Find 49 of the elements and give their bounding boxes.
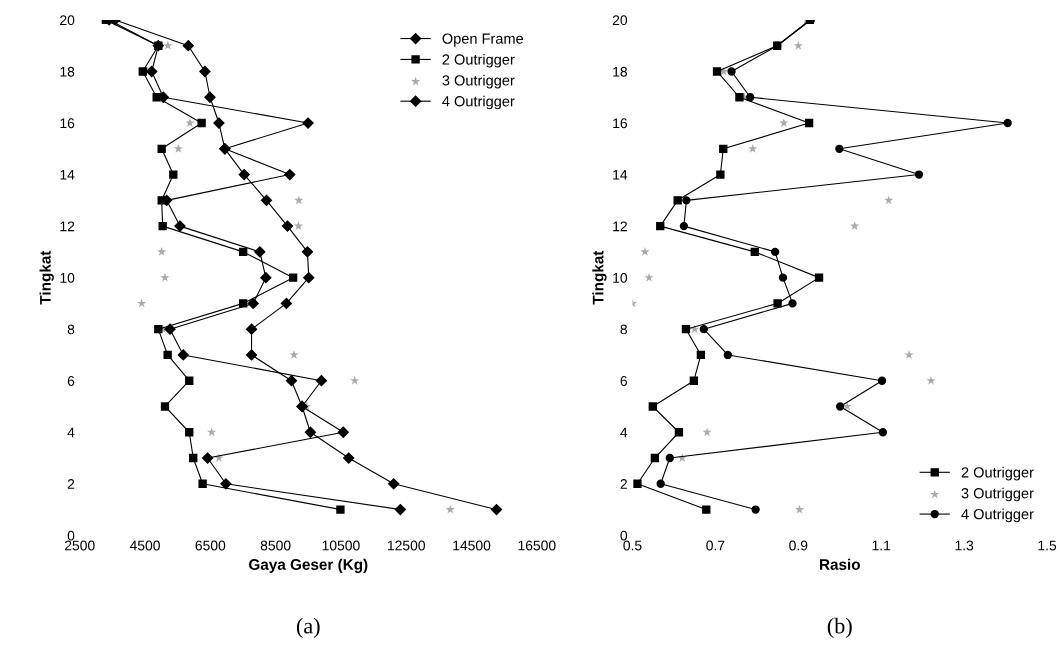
x-tick-label: 0.7 bbox=[706, 540, 725, 551]
y-tick-label: 10 bbox=[60, 272, 75, 283]
x-tick-label: 16500 bbox=[518, 540, 556, 551]
y-axis-title: Tingkat bbox=[39, 250, 54, 305]
x-tick-label: 1.1 bbox=[872, 540, 891, 551]
x-tick-label: 0.9 bbox=[789, 540, 808, 551]
y-tick-label: 4 bbox=[67, 427, 75, 438]
y-tick-label: 12 bbox=[613, 221, 627, 232]
y-tick-label: 16 bbox=[60, 118, 75, 129]
y-tick-label: 4 bbox=[620, 427, 628, 438]
y-tick-label: 10 bbox=[613, 272, 628, 283]
y-tick-label: 0 bbox=[620, 530, 628, 541]
x-tick-label: 2500 bbox=[64, 540, 95, 551]
y-tick-label: 18 bbox=[613, 66, 628, 77]
y-tick-label: 2 bbox=[67, 479, 75, 489]
x-tick-label: 12500 bbox=[387, 540, 425, 551]
x-tick-label: 1.5 bbox=[1038, 540, 1057, 551]
y-tick-label: 14 bbox=[613, 170, 628, 180]
x-tick-label: 1.3 bbox=[955, 540, 974, 551]
x-tick-label: 10500 bbox=[322, 540, 360, 551]
y-tick-label: 8 bbox=[620, 324, 628, 335]
y-tick-label: 12 bbox=[60, 221, 75, 232]
x-tick-label: 6500 bbox=[195, 540, 226, 551]
legend-label: Open Frame bbox=[442, 33, 524, 47]
y-tick-label: 20 bbox=[60, 15, 75, 26]
x-tick-label: 4500 bbox=[129, 540, 160, 551]
y-tick-label: 6 bbox=[620, 376, 628, 386]
text: (a) bbox=[296, 617, 320, 638]
legend-label: 3 Outrigger bbox=[442, 74, 515, 89]
x-tick-label: 14500 bbox=[453, 540, 491, 551]
y-tick-label: 14 bbox=[60, 170, 75, 180]
x-axis-title: Rasio bbox=[819, 558, 860, 570]
y-tick-label: 2 bbox=[620, 479, 627, 489]
y-tick-label: 8 bbox=[67, 324, 75, 335]
legend-label: 4 Outrigger bbox=[961, 508, 1034, 523]
x-tick-label: 8500 bbox=[260, 540, 291, 551]
legend-label: 2 Outrigger bbox=[442, 53, 515, 68]
y-tick-label: 0 bbox=[67, 530, 75, 541]
legend-label: 4 Outrigger bbox=[442, 95, 515, 110]
y-tick-label: 6 bbox=[67, 376, 75, 386]
y-axis-title: Tingkat bbox=[592, 250, 607, 305]
y-tick-label: 18 bbox=[60, 66, 75, 77]
legend-label: 2 Outrigger bbox=[961, 466, 1034, 481]
x-axis-title: Gaya Geser (Kg) bbox=[249, 558, 368, 573]
y-tick-label: 20 bbox=[612, 15, 628, 26]
text: (b) bbox=[827, 617, 852, 638]
x-tick-label: 0.5 bbox=[623, 540, 642, 551]
legend-label: 3 Outrigger bbox=[961, 487, 1034, 502]
y-tick-label: 16 bbox=[613, 118, 628, 129]
